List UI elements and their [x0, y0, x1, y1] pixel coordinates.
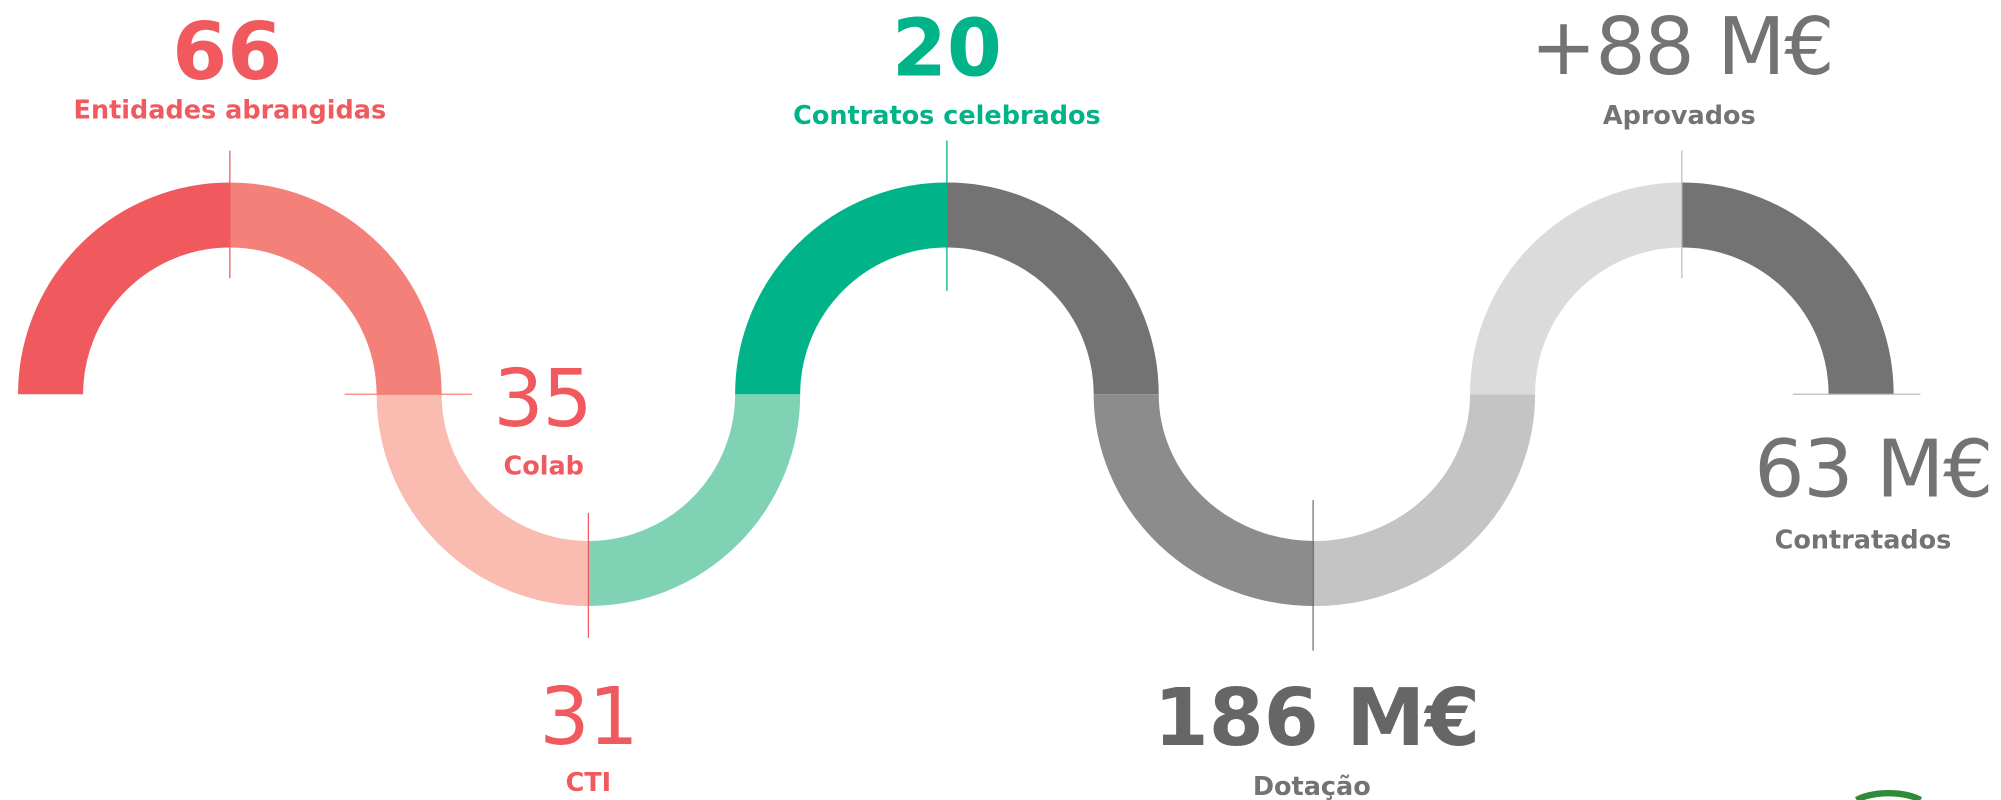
- wave-segment: [587, 393, 801, 607]
- pointers: [229, 140, 1921, 651]
- stat-label: CTI: [566, 768, 612, 798]
- wave-segment: [229, 182, 442, 395]
- stat-label: Colab: [504, 452, 584, 482]
- stat-label: Aprovados: [1603, 101, 1756, 131]
- stat-value: 186 M€: [1154, 672, 1480, 764]
- wave-segment: [1681, 182, 1894, 395]
- wave-segment: [735, 182, 948, 395]
- logo-fragment: [1854, 789, 1923, 800]
- stat-value: 35: [493, 353, 591, 445]
- wave-segment: [376, 393, 590, 607]
- stat-value: +88 M€: [1530, 1, 1833, 93]
- stat-label: Contratados: [1775, 526, 1952, 556]
- stat-value: 31: [539, 671, 637, 763]
- stat-value: 63 M€: [1754, 423, 1992, 515]
- wave: [18, 182, 1894, 607]
- wave-segment: [1313, 393, 1536, 607]
- wave-segment: [1093, 393, 1316, 607]
- stat-value: 20: [892, 2, 1002, 94]
- wave-segment: [18, 182, 231, 395]
- stat-label: Contratos celebrados: [793, 101, 1101, 131]
- stat-value: 66: [172, 6, 282, 98]
- stat-label: Entidades abrangidas: [74, 96, 387, 126]
- wave-segment: [1470, 182, 1683, 395]
- wave-segment: [946, 182, 1159, 395]
- stat-label: Dotação: [1253, 772, 1371, 800]
